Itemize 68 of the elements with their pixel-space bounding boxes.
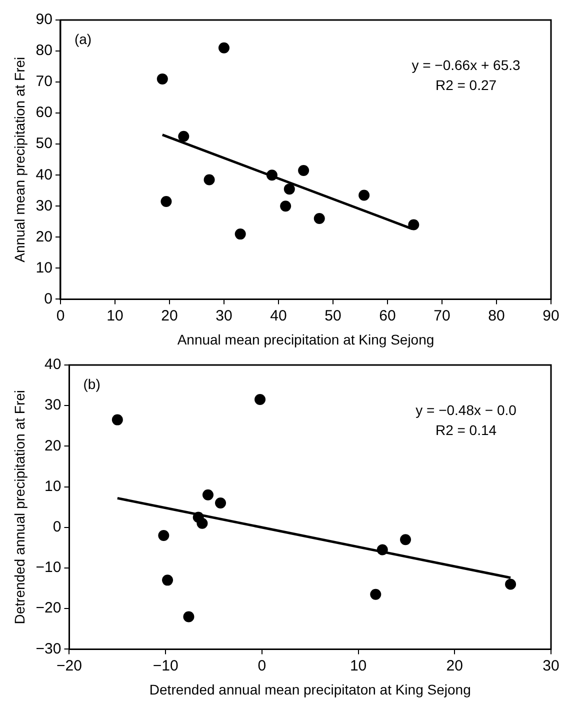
point <box>505 578 516 590</box>
point <box>196 518 208 529</box>
y-tick-label: 20 <box>36 228 52 246</box>
x-tick-label: 0 <box>258 657 266 674</box>
y-tick-label: 50 <box>36 135 52 152</box>
x-tick-label: 20 <box>446 657 463 674</box>
y-tick-label: 0 <box>52 518 62 536</box>
y-tick-label: 80 <box>36 42 52 60</box>
y-tick-label: 40 <box>36 166 52 184</box>
point <box>183 611 194 622</box>
x-tick-label: 80 <box>488 307 505 324</box>
point <box>376 544 388 556</box>
point <box>254 394 266 406</box>
point <box>215 498 226 509</box>
y-tick-label: −30 <box>36 640 62 658</box>
point <box>280 200 292 212</box>
point <box>160 196 172 207</box>
x-tick-label: 90 <box>542 307 560 324</box>
y-tick-label: 40 <box>44 356 62 374</box>
y-axis-title: Annual mean precipitation at Frei <box>11 56 28 262</box>
y-axis-title: Detrended annual precipitation at Frei <box>11 390 28 624</box>
y-tick-label: 70 <box>36 73 52 90</box>
y-tick-label: 0 <box>44 290 52 308</box>
y-tick-label: −20 <box>36 600 62 617</box>
x-tick-label: 30 <box>542 657 560 674</box>
y-tick-label: 20 <box>44 437 62 454</box>
point <box>314 213 325 224</box>
x-tick-label: 20 <box>161 307 178 324</box>
point <box>158 530 170 542</box>
y-tick-label: 30 <box>44 396 62 414</box>
point <box>162 574 174 586</box>
annotation: y = −0.66x + 65.3 <box>412 57 520 73</box>
x-axis-title: Detrended annual mean precipitaton at King Sejong <box>149 681 471 698</box>
y-tick-label: 10 <box>44 478 62 495</box>
point <box>284 184 295 195</box>
point <box>408 219 420 230</box>
x-axis-title: Annual mean precipitation at King Sejong <box>177 331 434 348</box>
x-tick-label: −20 <box>56 657 82 674</box>
point <box>156 73 168 84</box>
x-tick-label: 60 <box>379 307 396 324</box>
y-tick-label: 60 <box>36 104 52 122</box>
point <box>204 174 215 186</box>
x-tick-label: 70 <box>434 307 450 324</box>
point <box>358 190 370 201</box>
x-tick-label: 10 <box>106 307 124 324</box>
x-tick-label: 40 <box>270 307 287 324</box>
annotation: R2 = 0.27 <box>435 77 497 93</box>
x-tick-label: 10 <box>350 657 367 674</box>
annotation: y = −0.48x − 0.0 <box>416 402 517 418</box>
point <box>370 588 382 600</box>
point <box>234 228 246 240</box>
point <box>178 130 190 142</box>
y-tick-label: 10 <box>36 259 52 276</box>
x-tick-label: 50 <box>324 307 342 324</box>
point <box>298 164 310 176</box>
point <box>266 170 278 181</box>
annotation: (b) <box>83 376 100 392</box>
point <box>202 489 214 500</box>
annotation: R2 = 0.14 <box>435 422 497 438</box>
point <box>112 414 123 426</box>
y-tick-label: 30 <box>36 197 52 214</box>
point <box>400 534 412 546</box>
x-tick-label: 30 <box>216 307 232 324</box>
point <box>218 42 230 54</box>
x-tick-label: −10 <box>152 657 178 674</box>
y-tick-label: 90 <box>36 11 52 28</box>
y-tick-label: −10 <box>36 559 62 576</box>
annotation: (a) <box>74 31 92 47</box>
